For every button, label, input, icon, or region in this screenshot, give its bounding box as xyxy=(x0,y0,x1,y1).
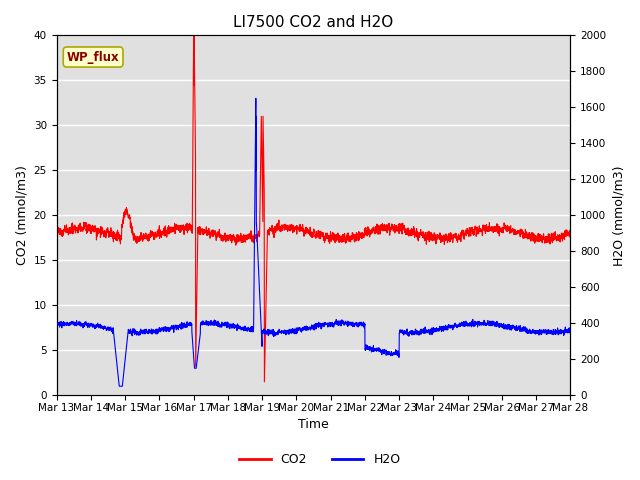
Y-axis label: CO2 (mmol/m3): CO2 (mmol/m3) xyxy=(15,165,28,265)
Legend: CO2, H2O: CO2, H2O xyxy=(234,448,406,471)
Text: WP_flux: WP_flux xyxy=(67,50,120,63)
X-axis label: Time: Time xyxy=(298,419,329,432)
Y-axis label: H2O (mmol/m3): H2O (mmol/m3) xyxy=(612,165,625,265)
Title: LI7500 CO2 and H2O: LI7500 CO2 and H2O xyxy=(234,15,394,30)
